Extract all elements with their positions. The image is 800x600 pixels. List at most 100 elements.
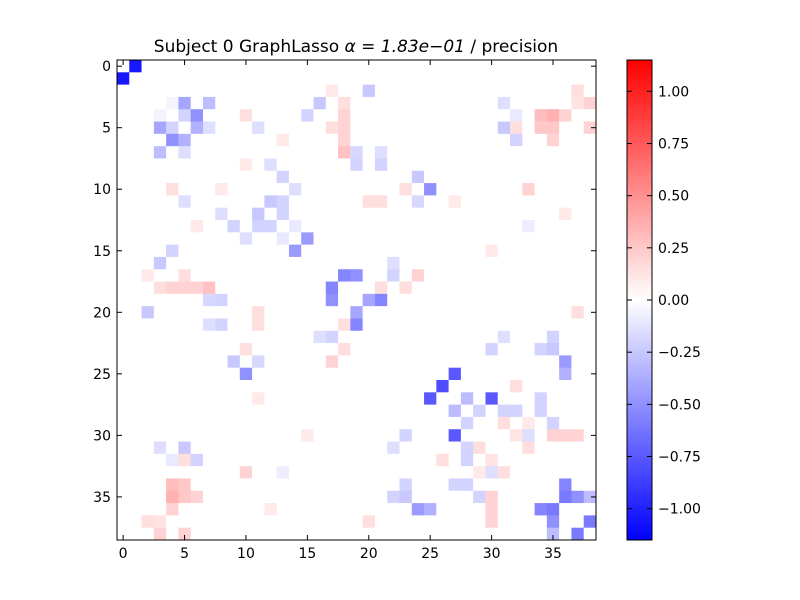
heatmap-cell [571,220,585,233]
heatmap-cell [264,121,278,135]
heatmap-cell [252,244,265,258]
heatmap-cell [473,330,486,344]
heatmap-cell [166,133,179,147]
heatmap-cell [497,60,511,73]
heatmap-cell [129,306,142,319]
heatmap-cell [362,244,376,258]
heatmap-cell [424,269,437,282]
heatmap-cell [460,133,474,147]
heatmap-cell [522,269,535,282]
heatmap-cell [534,343,548,356]
heatmap-cell [202,392,216,406]
heatmap-cell [166,146,179,159]
heatmap-cell [448,109,462,122]
heatmap-cell [166,232,179,246]
heatmap-cell [264,515,278,529]
heatmap-cell [510,343,523,356]
heatmap-cell [178,343,192,356]
heatmap-cell [190,515,204,529]
heatmap-cell [325,220,339,233]
heatmap-cell [436,404,450,418]
heatmap-cell [141,293,155,307]
heatmap-cell [424,503,437,516]
heatmap-cell [141,318,155,332]
heatmap-cell [301,121,314,135]
heatmap-cell [141,429,155,442]
heatmap-cell [546,355,560,369]
heatmap-cell [239,96,253,110]
heatmap-cell [485,170,499,184]
heatmap-cell [497,343,511,356]
heatmap-cell [497,146,511,159]
heatmap-cell [411,503,425,516]
heatmap-cell [338,220,351,233]
heatmap-cell [411,392,425,406]
heatmap-cell [411,429,425,442]
heatmap-cell [583,281,597,295]
heatmap-cell [166,416,179,430]
heatmap-cell [522,72,535,86]
heatmap-cell [510,133,523,147]
heatmap-cell [276,515,290,529]
heatmap-cell [534,318,548,332]
heatmap-cell [153,527,167,541]
heatmap-cell [264,158,278,172]
heatmap-cell [387,281,400,295]
heatmap-cell [497,256,511,270]
heatmap-cell [510,490,523,504]
heatmap-cell [190,207,204,221]
heatmap-cell [534,183,548,196]
heatmap-cell [264,503,278,516]
heatmap-cell [583,416,597,430]
heatmap-cell [190,183,204,196]
heatmap-cell [190,170,204,184]
heatmap-cell [534,269,548,282]
heatmap-cell [460,429,474,442]
heatmap-cell [497,121,511,135]
heatmap-cell [129,256,142,270]
heatmap-cell [473,220,486,233]
heatmap-cell [202,404,216,418]
heatmap-cell [301,60,314,73]
heatmap-cell [276,269,290,282]
heatmap-cell [374,195,388,209]
heatmap-cell [546,195,560,209]
heatmap-cell [448,281,462,295]
heatmap-cell [460,318,474,332]
heatmap-cell [338,281,351,295]
heatmap-cell [325,367,339,381]
heatmap-cell [202,429,216,442]
heatmap-cell [178,478,192,492]
heatmap-cell [215,220,228,233]
heatmap-cell [166,490,179,504]
heatmap-cell [510,84,523,98]
heatmap-cell [264,96,278,110]
heatmap-cell [227,60,241,73]
heatmap-cell [460,380,474,393]
heatmap-cell [473,232,486,246]
heatmap-cell [313,343,327,356]
heatmap-cell [534,195,548,209]
heatmap-cell [411,232,425,246]
heatmap-cell [313,453,327,467]
heatmap-cell [362,220,376,233]
heatmap-cell [473,158,486,172]
heatmap-cell [362,527,376,541]
heatmap-cell [166,330,179,344]
heatmap-cell [387,330,400,344]
heatmap-cell [436,109,450,122]
heatmap-cell [424,220,437,233]
heatmap-cell [190,158,204,172]
heatmap-cell [288,490,302,504]
x-tick-label: 20 [360,546,378,562]
heatmap-cell [325,84,339,98]
heatmap-cell [424,195,437,209]
heatmap-cell [374,515,388,529]
heatmap-cell [436,183,450,196]
heatmap-cell [399,404,413,418]
heatmap-cell [534,441,548,455]
heatmap-cell [374,380,388,393]
heatmap-cell [313,429,327,442]
heatmap-cell [215,60,228,73]
heatmap-cell [546,84,560,98]
